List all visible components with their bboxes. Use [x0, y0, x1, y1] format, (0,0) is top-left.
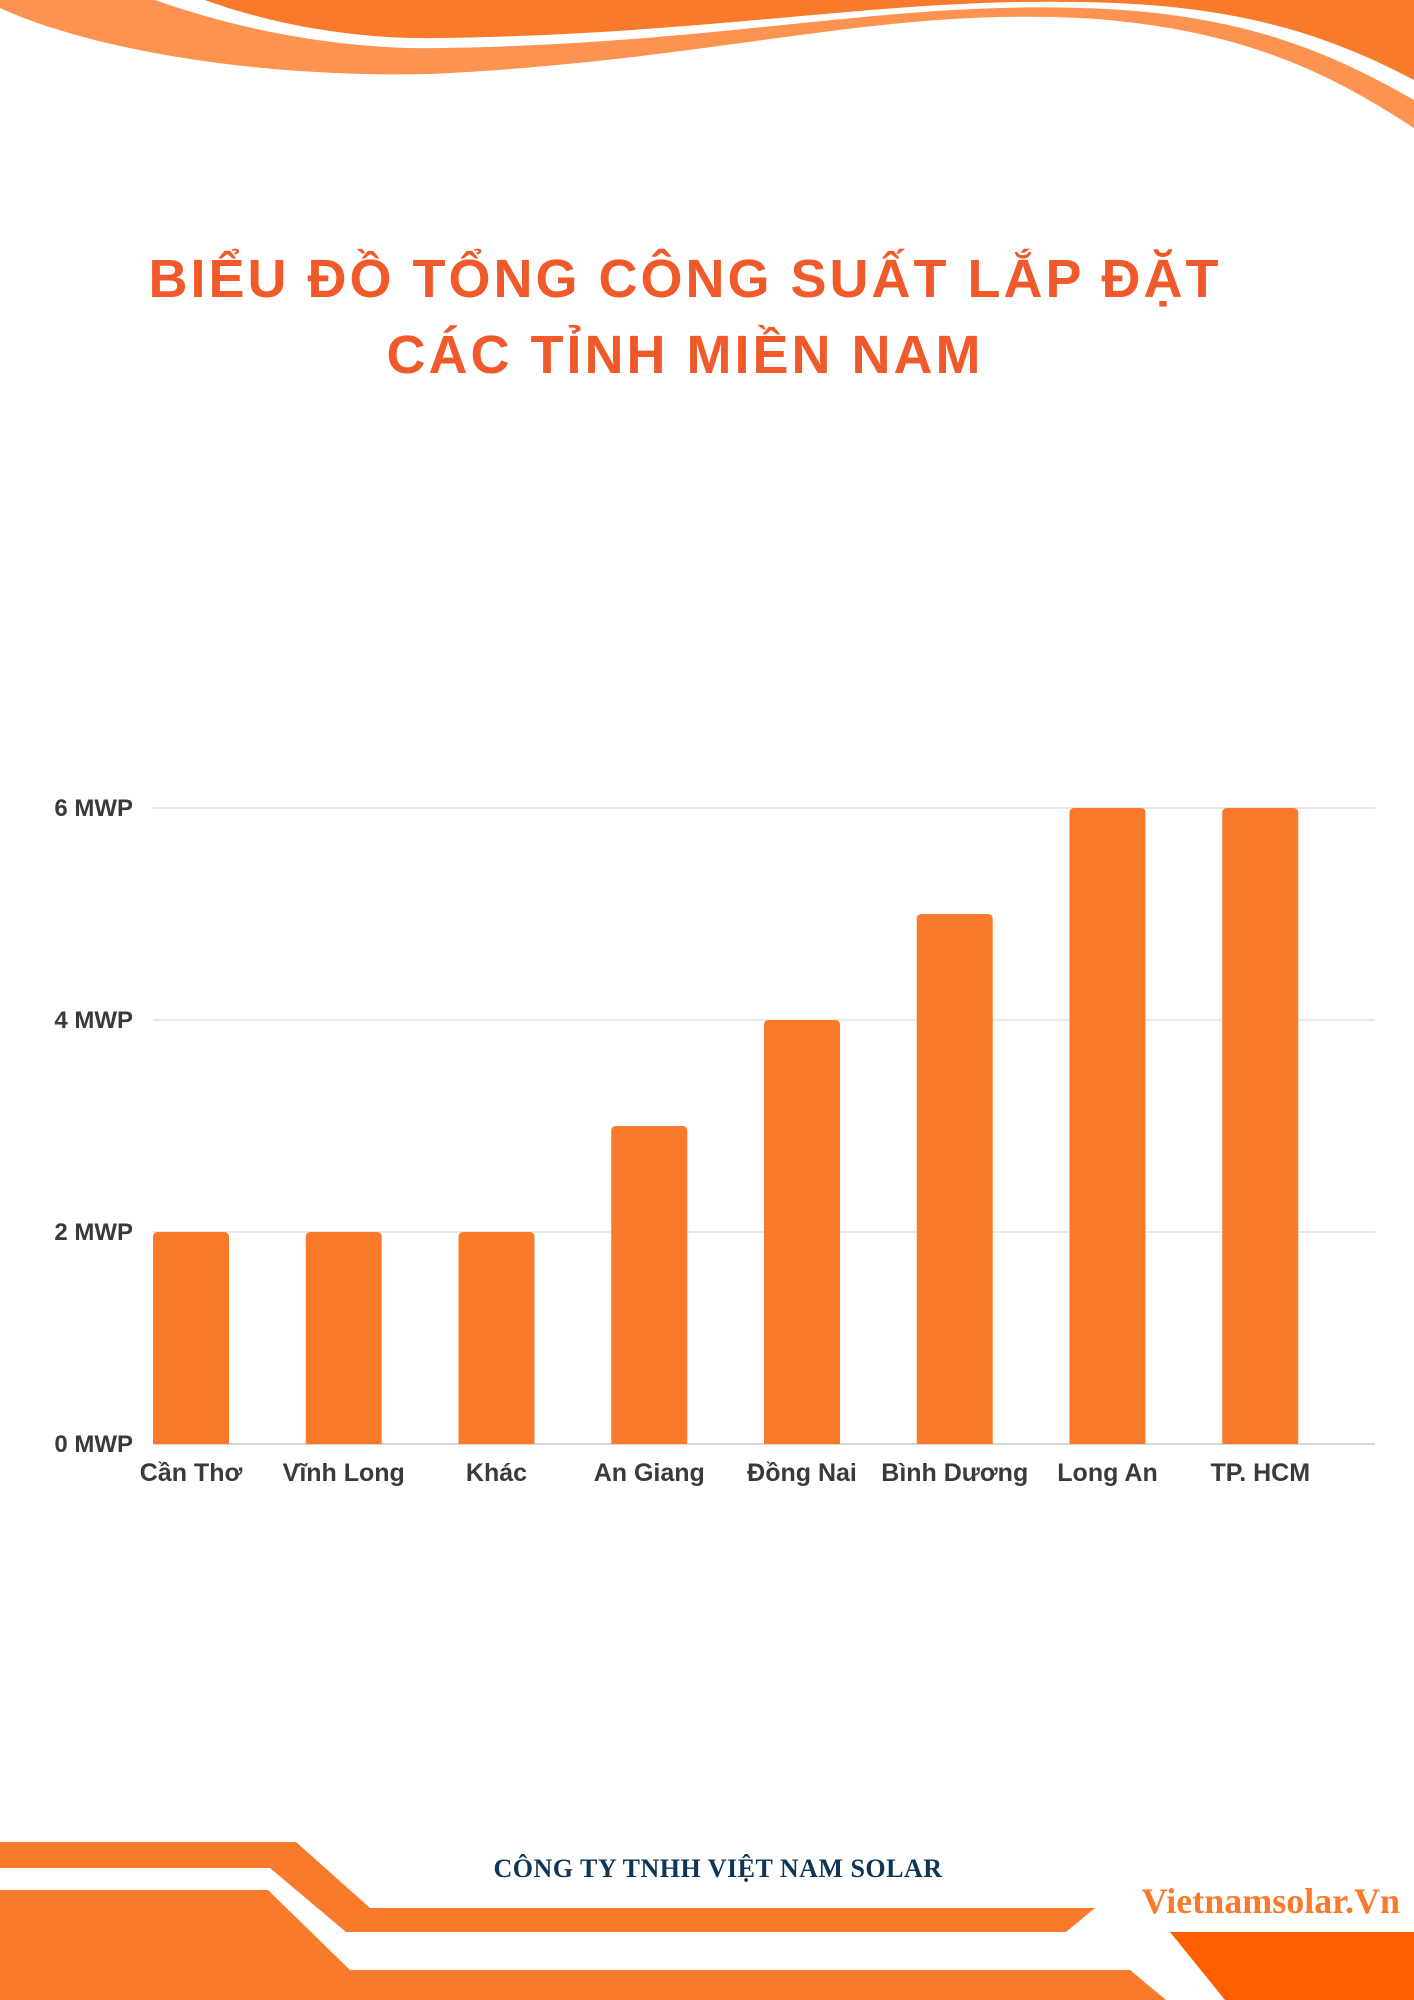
x-tick-label: Khác: [466, 1459, 527, 1487]
chart-title-line-1: BIỂU ĐỒ TỔNG CÔNG SUẤT LẮP ĐẶT: [148, 249, 1222, 309]
y-tick-label: 6 MWP: [54, 795, 133, 822]
bar: [916, 914, 993, 1444]
x-tick-label: Vĩnh Long: [283, 1459, 405, 1487]
x-tick-label: Cần Thơ: [140, 1459, 243, 1487]
header-wave-decoration: [0, 0, 1414, 128]
bar: [305, 1232, 382, 1444]
bar: [458, 1232, 535, 1444]
x-tick-label: Đồng Nai: [747, 1459, 857, 1487]
bar: [153, 1232, 229, 1444]
y-tick-label: 2 MWP: [54, 1219, 133, 1246]
x-tick-label: An Giang: [594, 1459, 705, 1487]
bar-chart: 0 MWP 2 MWP 4 MWP 6 MWP Cần Thơ Vĩnh Long Khác…: [54, 795, 1375, 1487]
bar: [1222, 808, 1299, 1444]
website-link[interactable]: Vietnamsolar.Vn: [1141, 1881, 1400, 1921]
y-tick-label: 4 MWP: [54, 1007, 133, 1034]
company-name: CÔNG TY TNHH VIỆT NAM SOLAR: [493, 1854, 943, 1883]
x-tick-label: Long An: [1057, 1459, 1157, 1487]
x-tick-label: Bình Dương: [881, 1459, 1028, 1487]
chart-title-line-2: CÁC TỈNH MIỀN NAM: [386, 325, 984, 385]
x-tick-label: TP. HCM: [1210, 1459, 1310, 1487]
bar: [1069, 808, 1146, 1444]
y-tick-label: 0 MWP: [54, 1431, 133, 1458]
footer-stripe-decoration: [0, 1842, 1414, 2000]
bar: [611, 1126, 688, 1444]
bar: [764, 1020, 840, 1444]
